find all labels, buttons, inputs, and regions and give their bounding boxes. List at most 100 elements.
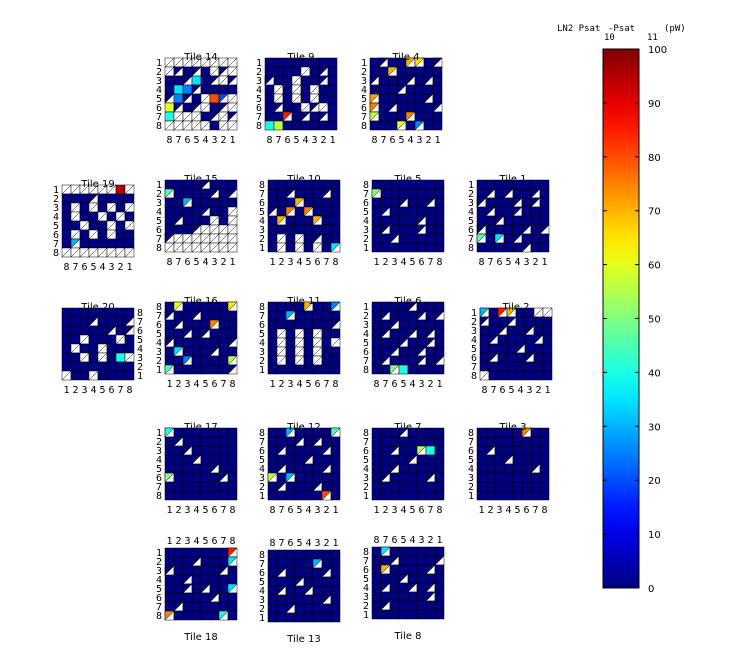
pixel-cell	[434, 328, 445, 339]
tile-row-label: 1	[363, 610, 369, 621]
pixel-cell	[115, 202, 126, 213]
tile-col-label: 6	[523, 505, 529, 516]
tile-col-label: 7	[220, 505, 226, 516]
pixel-cell	[294, 567, 305, 578]
tile-col-label: 1	[544, 385, 550, 396]
pixel-cell	[79, 343, 90, 354]
pixel-cell	[539, 179, 550, 190]
tile-title: Tile 12	[286, 422, 320, 433]
pixel-cell	[285, 355, 296, 366]
tile-title: Tile 2	[501, 302, 529, 313]
pixel-cell	[416, 436, 427, 447]
pixel-cell	[530, 215, 541, 226]
pixel-cell	[497, 352, 508, 363]
pixel-cell	[371, 310, 382, 321]
pixel-triangle	[300, 111, 311, 122]
pixel-cell	[476, 490, 487, 501]
pixel-cell	[88, 334, 99, 345]
pixel-cell	[485, 436, 496, 447]
pixel-cell	[321, 549, 332, 560]
pixel-triangle	[405, 111, 416, 122]
pixel-cell	[218, 355, 229, 366]
pixel-triangle	[425, 582, 436, 593]
tile-col-label: 3	[211, 135, 217, 146]
pixel-cell	[218, 445, 229, 456]
pixel-cell	[182, 454, 193, 465]
pixel-cell	[488, 325, 499, 336]
pixel-cell	[416, 242, 427, 253]
pixel-cell	[425, 346, 436, 357]
pixel-diagonal	[106, 247, 117, 258]
pixel-triangle	[164, 565, 175, 576]
pixel-cell	[209, 337, 220, 348]
pixel-cell	[267, 436, 278, 447]
pixel-cell	[330, 346, 341, 357]
tile-row-label: 8	[363, 547, 369, 558]
pixel-cell	[476, 454, 487, 465]
tile-row-label: 6	[156, 593, 162, 604]
tile-row-label: 1	[259, 243, 265, 254]
pixel-triangle	[407, 454, 418, 465]
pixel-cell	[182, 565, 193, 576]
pixel-triangle	[423, 93, 434, 104]
pixel-cell	[407, 436, 418, 447]
pixel-cell	[398, 436, 409, 447]
pixel-cell	[485, 233, 496, 244]
pixel-cell	[378, 102, 389, 113]
pixel-cell	[164, 490, 175, 501]
pixel-cell	[200, 472, 211, 483]
pixel-triangle	[209, 75, 220, 86]
pixel-cell	[191, 197, 202, 208]
colorbar-tick-label: 0	[648, 584, 654, 595]
pixel-cell	[276, 549, 287, 560]
pixel-triangle	[209, 188, 220, 199]
pixel-cell	[218, 206, 229, 217]
pixel-cell	[425, 319, 436, 330]
pixel-cell	[200, 319, 211, 330]
pixel-cell	[191, 188, 202, 199]
pixel-triangle	[218, 472, 229, 483]
pixel-cell	[476, 242, 487, 253]
tile-row-label: 4	[137, 344, 143, 355]
pixel-cell	[321, 310, 332, 321]
pixel-triangle	[521, 242, 532, 253]
tile-col-label: 5	[514, 505, 520, 516]
tile-col-label: 4	[90, 385, 96, 396]
pixel-cell	[389, 573, 400, 584]
pixel-cell	[267, 454, 278, 465]
pixel-triangle	[398, 197, 409, 208]
pixel-cell	[164, 481, 175, 492]
pixel-cell	[494, 188, 505, 199]
pixel-cell	[398, 564, 409, 575]
pixel-cell	[434, 490, 445, 501]
pixel-cell	[434, 364, 445, 375]
tile-col-label: 1	[478, 505, 484, 516]
pixel-cell	[291, 66, 302, 77]
pixel-cell	[398, 355, 409, 366]
pixel-triangle	[173, 601, 184, 612]
tile-col-label: 3	[526, 385, 532, 396]
pixel-cell	[512, 463, 523, 474]
pixel-cell	[434, 600, 445, 611]
pixel-cell	[285, 558, 296, 569]
pixel-triangle	[434, 555, 445, 566]
pixel-cell	[209, 84, 220, 95]
tile-row-label: 6	[363, 446, 369, 457]
pixel-cell	[294, 603, 305, 614]
pixel-triangle	[432, 102, 443, 113]
pixel-cell	[434, 573, 445, 584]
pixel-triangle	[512, 233, 523, 244]
pixel-cell	[300, 120, 311, 131]
pixel-diagonal	[124, 247, 135, 258]
tile-row-label: 8	[156, 121, 162, 132]
pixel-cell	[327, 102, 338, 113]
pixel-cell	[218, 574, 229, 585]
tile-col-label: 2	[175, 536, 181, 547]
tile-col-label: 6	[391, 379, 397, 390]
pixel-cell	[267, 310, 278, 321]
pixel-triangle	[407, 582, 418, 593]
tile-col-label: 5	[202, 536, 208, 547]
pixel-cell	[115, 220, 126, 231]
pixel-cell	[414, 93, 425, 104]
pixel-cell	[389, 609, 400, 620]
